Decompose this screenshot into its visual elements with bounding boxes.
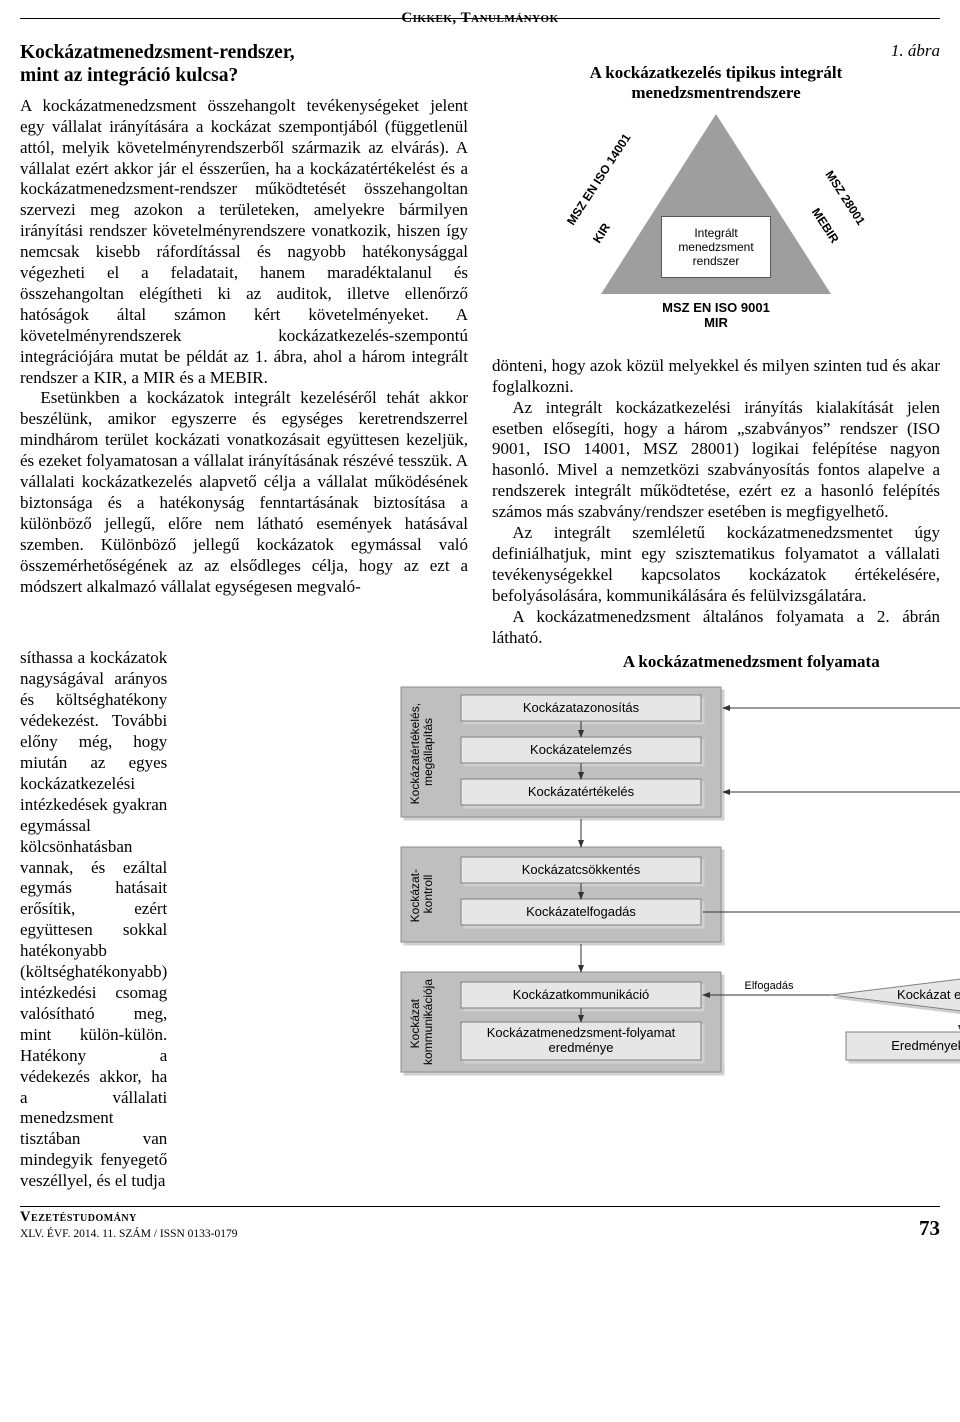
section-heading: Kockázatmenedzsment-rendszer, mint az in…	[20, 41, 468, 88]
fig1-title-l2: menedzsmentrendszere	[631, 83, 800, 102]
fig1-center-l3: rendszer	[662, 254, 770, 268]
fig1-center-box: Integrált menedzsment rendszer	[661, 216, 771, 278]
fig1-title-l1: A kockázatkezelés tipikus integrált	[590, 63, 843, 82]
svg-text:Kockázatazonosítás: Kockázatazonosítás	[523, 700, 640, 715]
fig1-bottom-l1: MSZ EN ISO 9001	[662, 300, 770, 315]
svg-text:Kockázatcsökkentés: Kockázatcsökkentés	[522, 862, 641, 877]
fig2-g3-box2: Kockázatmenedzsment-folyamat eredménye	[461, 1022, 701, 1060]
right-para-4: A kockázatmenedzsment általános folyamat…	[492, 607, 940, 649]
fig2-g2-box2: Kockázatelfogadás	[461, 899, 701, 925]
fig1-title: A kockázatkezelés tipikus integrált mene…	[492, 63, 940, 104]
fig2-flowchart: Kockázatértékelés, megállapítás Kockázat…	[391, 682, 960, 1112]
footer-issue: XLV. ÉVF. 2014. 11. SZÁM / ISSN 0133-017…	[20, 1228, 238, 1240]
right-para-3: Az integrált szemléletű kockázatmenedzsm…	[492, 523, 940, 607]
svg-text:Kockázatelfogadás: Kockázatelfogadás	[526, 904, 636, 919]
section-heading-line1: Kockázatmenedzsment-rendszer,	[20, 42, 295, 63]
svg-text:Kockázatkommunikáció: Kockázatkommunikáció	[513, 987, 650, 1002]
left-narrow-para: síthassa a kockázatok nagyságával arányo…	[20, 648, 167, 1192]
fig2-edge-accept: Elfogadás	[745, 980, 794, 992]
right-body: dönteni, hogy azok közül melyekkel és mi…	[492, 356, 940, 649]
footer-page-number: 73	[919, 1216, 940, 1241]
fig1-center-l1: Integrált	[662, 226, 770, 240]
fig2-g1-box3: Kockázatértékelés	[461, 779, 701, 805]
svg-text:Kockázatelemzés: Kockázatelemzés	[530, 742, 632, 757]
fig1-bottom-label: MSZ EN ISO 9001 MIR	[566, 300, 866, 330]
fig1-bottom-l2: MIR	[704, 315, 728, 330]
fig2-g1-box2: Kockázatelemzés	[461, 737, 701, 763]
svg-text:Eredmények áttekintése: Eredmények áttekintése	[892, 1038, 960, 1053]
fig2-g3-box1: Kockázatkommunikáció	[461, 982, 701, 1008]
fig2-g2-box1: Kockázatcsökkentés	[461, 857, 701, 883]
fig2-result-box: Eredmények áttekintése	[846, 1032, 960, 1060]
svg-text:Kockázatértékelés: Kockázatértékelés	[528, 784, 635, 799]
header-rule	[20, 18, 940, 19]
svg-text:Kockázat elfogadása?: Kockázat elfogadása?	[897, 987, 960, 1002]
left-para-2: Esetünkben a kockázatok integrált kezelé…	[20, 388, 468, 597]
svg-text:Kockázatmenedzsment-folyamat: Kockázatmenedzsment-folyamat	[487, 1025, 676, 1040]
figure-1: MSZ EN ISO 14001 KIR MSZ 28001 MEBIR Int…	[566, 114, 866, 314]
right-para-1: dönteni, hogy azok közül melyekkel és mi…	[492, 356, 940, 398]
left-narrow-continuation: síthassa a kockázatok nagyságával arányo…	[20, 648, 167, 1192]
svg-text:eredménye: eredménye	[549, 1040, 614, 1055]
figure-2: 2. ábra A kockázatmenedzsment folyamata	[391, 652, 960, 1192]
fig2-title: A kockázatmenedzsment folyamata	[391, 652, 960, 672]
fig1-center-l2: menedzsment	[662, 240, 770, 254]
left-body: A kockázatmenedzsment összehangolt tevék…	[20, 96, 468, 598]
page-footer: Vezetéstudomány XLV. ÉVF. 2014. 11. SZÁM…	[20, 1206, 940, 1241]
fig1-label: 1. ábra	[492, 41, 940, 61]
section-heading-line2: mint az integráció kulcsa?	[20, 65, 238, 86]
footer-brand: Vezetéstudomány	[20, 1209, 238, 1226]
fig2-g1-box1: Kockázatazonosítás	[461, 695, 701, 721]
right-para-2: Az integrált kockázatkezelési irányítás …	[492, 398, 940, 523]
fig2-decision: Kockázat elfogadása?	[831, 979, 960, 1011]
left-para-1: A kockázatmenedzsment összehangolt tevék…	[20, 96, 468, 389]
